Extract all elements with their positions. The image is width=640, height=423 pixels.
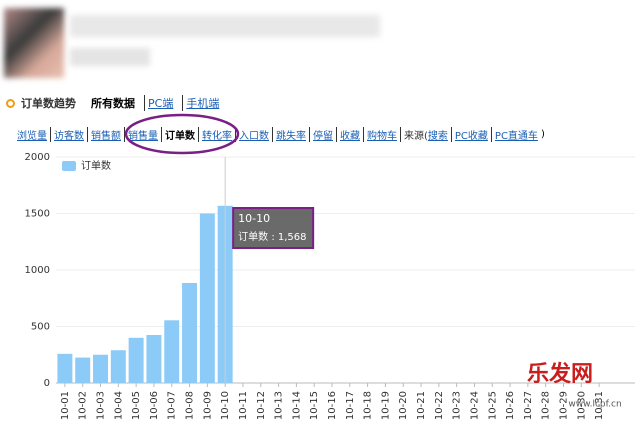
metric-tab[interactable]: 转化率	[198, 127, 235, 142]
x-tick-label: 10-05	[131, 391, 142, 420]
x-tick-label: 10-12	[256, 391, 267, 420]
x-tick-label: 10-26	[505, 391, 516, 420]
x-tick-label: 10-22	[434, 391, 445, 420]
tooltip-title: 10-10	[238, 212, 270, 225]
x-tick-label: 10-29	[558, 391, 569, 420]
watermark-url: www.lcpf.cn	[568, 400, 621, 410]
x-tick-label: 10-30	[576, 391, 587, 420]
x-tick-label: 10-08	[185, 391, 196, 420]
blurred-text	[70, 15, 380, 37]
bar	[182, 282, 198, 383]
x-tick-label: 10-16	[327, 391, 338, 420]
source-end: )	[540, 129, 545, 140]
x-tick-label: 10-07	[167, 391, 178, 420]
source-link[interactable]: 搜索	[427, 131, 448, 142]
x-tick-label: 10-31	[594, 391, 605, 420]
x-tick-label: 10-04	[113, 391, 124, 420]
metric-tab[interactable]: 停留	[309, 127, 336, 142]
x-tick-label: 10-15	[309, 391, 320, 420]
header-title: 订单数趋势	[21, 97, 76, 110]
bar	[93, 354, 108, 383]
x-tick-label: 10-17	[345, 391, 356, 420]
x-tick-label: 10-11	[238, 391, 249, 420]
filter-link[interactable]: 所有数据	[91, 97, 135, 110]
metric-tab[interactable]: 访客数	[50, 127, 87, 142]
y-tick-label: 2000	[25, 152, 50, 163]
bar	[199, 213, 215, 383]
x-tick-label: 10-14	[291, 391, 302, 420]
bar	[146, 334, 162, 383]
x-tick-label: 10-18	[363, 391, 374, 420]
x-tick-label: 10-02	[78, 391, 89, 420]
bar	[57, 353, 73, 383]
source-link[interactable]: PC直通车	[490, 127, 541, 142]
metric-tab[interactable]: 入口数	[235, 127, 272, 142]
x-tick-label: 10-25	[487, 391, 498, 420]
header: 订单数趋势 所有数据 PC端 手机端	[6, 95, 222, 111]
source-label: 来源(	[400, 127, 428, 142]
filter-link[interactable]: PC端	[144, 95, 176, 111]
x-tick-label: 10-28	[541, 391, 552, 420]
legend-swatch	[62, 161, 76, 171]
x-tick-label: 10-27	[523, 391, 534, 420]
metric-tab[interactable]: 收藏	[336, 127, 363, 142]
bar	[128, 337, 144, 383]
source-link[interactable]: PC收藏	[450, 127, 491, 142]
metric-tab[interactable]: 购物车	[363, 127, 400, 142]
metric-tab[interactable]: 跳失率	[272, 127, 309, 142]
watermark-name: 乐发网	[527, 361, 593, 387]
blurred-avatar	[4, 8, 64, 78]
y-tick-label: 500	[31, 322, 50, 333]
legend-label: 订单数	[81, 159, 111, 172]
x-tick-label: 10-06	[149, 391, 160, 420]
metric-tab[interactable]: 销售量	[124, 127, 161, 142]
x-tick-label: 10-09	[202, 391, 213, 420]
tooltip-label: 订单数 : 1,568	[238, 230, 306, 243]
metric-tab[interactable]: 销售额	[87, 127, 124, 142]
x-tick-label: 10-01	[60, 391, 71, 420]
y-tick-label: 0	[44, 378, 50, 389]
y-tick-label: 1000	[25, 265, 50, 276]
highlight-ellipse	[124, 113, 240, 155]
metric-tab[interactable]: 浏览量	[17, 131, 47, 142]
x-tick-label: 10-24	[469, 391, 480, 420]
bar	[110, 350, 126, 383]
blurred-text	[70, 48, 150, 66]
x-tick-label: 10-13	[274, 391, 285, 420]
x-tick-label: 10-20	[398, 391, 409, 420]
bar	[75, 357, 91, 383]
metric-tabs: 浏览量 访客数 销售额 销售量 订单数 转化率 入口数 跳失率 停留 收藏 购物车 来源(搜索 PC收藏…	[14, 127, 545, 142]
metric-tab[interactable]: 订单数	[161, 127, 198, 142]
header-icon	[6, 98, 15, 108]
y-tick-label: 1500	[25, 209, 50, 220]
tooltip	[232, 207, 315, 249]
bar	[164, 320, 180, 383]
x-tick-label: 10-19	[380, 391, 391, 420]
x-tick-label: 10-21	[416, 391, 427, 420]
filter-link[interactable]: 手机端	[182, 95, 222, 111]
x-tick-label: 10-10	[220, 391, 231, 420]
x-tick-label: 10-23	[452, 391, 463, 420]
x-tick-label: 10-03	[96, 391, 107, 420]
